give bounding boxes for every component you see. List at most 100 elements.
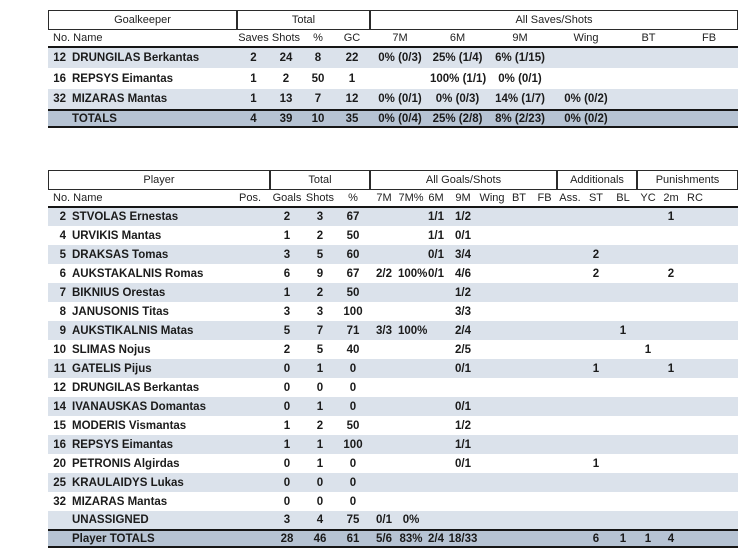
cell-name: Player TOTALS xyxy=(72,532,155,545)
col-header-wing: Wing xyxy=(478,190,506,208)
cell-bl xyxy=(609,511,637,530)
col-header-pct: % xyxy=(336,190,370,208)
cell-pos xyxy=(230,207,270,226)
cell-bt xyxy=(506,207,532,226)
cell-7m xyxy=(370,68,430,89)
cell-2m: 1 xyxy=(667,362,675,375)
table-row: 10 SLIMAS Nojus 2 5 40 2/5 1 xyxy=(48,340,738,359)
cell-bl xyxy=(609,435,637,454)
cell-ass xyxy=(557,359,583,378)
cell-goals: 3 xyxy=(283,514,291,526)
cell-rc xyxy=(683,264,707,283)
cell-bt xyxy=(506,530,532,547)
cell-filler xyxy=(707,359,738,378)
cell-wing xyxy=(478,435,506,454)
cell-6m xyxy=(424,378,448,397)
cell-no: 9 xyxy=(59,324,66,337)
cell-fb xyxy=(680,89,738,110)
cell-st xyxy=(583,492,609,511)
cell-wing xyxy=(555,47,617,68)
cell-7m xyxy=(370,473,398,492)
cell-goals: 0 xyxy=(283,457,291,470)
cell-rc xyxy=(683,340,707,359)
cell-2m xyxy=(659,245,683,264)
cell-7m xyxy=(370,492,398,511)
cell-7m-pct xyxy=(398,359,424,378)
cell-6m xyxy=(424,435,448,454)
cell-2m xyxy=(659,473,683,492)
cell-st xyxy=(583,302,609,321)
cell-fb xyxy=(532,226,557,245)
player-group-header-band: Player Total All Goals/Shots Additionals Pun… xyxy=(48,170,738,190)
cell-goals: 5 xyxy=(283,324,291,337)
cell-7m-pct xyxy=(398,340,424,359)
cell-9m: 3/4 xyxy=(455,248,471,261)
table-row: UNASSIGNED 3 4 75 0/1 0% xyxy=(48,511,738,530)
cell-name: REPSYS Eimantas xyxy=(72,438,173,451)
cell-st: 1 xyxy=(592,362,600,375)
cell-9m: 8% (2/23) xyxy=(495,112,545,125)
cell-st xyxy=(583,511,609,530)
cell-bt xyxy=(506,264,532,283)
col-header-rc: RC xyxy=(683,190,707,208)
cell-filler xyxy=(707,473,738,492)
cell-6m: 1/1 xyxy=(428,211,444,223)
cell-filler xyxy=(707,226,738,245)
cell-goals: 0 xyxy=(283,381,291,394)
cell-9m: 3/3 xyxy=(455,305,471,318)
cell-pos xyxy=(230,397,270,416)
cell-fb xyxy=(680,47,738,68)
cell-7m-pct: 100% xyxy=(398,267,428,280)
table-row: 32 MIZARAS Mantas 0 0 0 xyxy=(48,492,738,511)
cell-6m xyxy=(424,359,448,378)
cell-bt xyxy=(506,416,532,435)
cell-2m xyxy=(659,511,683,530)
cell-9m: 0/1 xyxy=(455,457,471,470)
cell-pct: 50 xyxy=(346,286,360,299)
cell-no: 32 xyxy=(53,93,66,105)
cell-bt xyxy=(506,321,532,340)
cell-6m: 2/4 xyxy=(428,532,444,545)
cell-goals: 0 xyxy=(283,476,291,489)
cell-pct: 40 xyxy=(346,343,360,356)
cell-shots: 3 xyxy=(316,211,324,223)
cell-shots: 1 xyxy=(316,438,324,451)
cell-6m: 0/1 xyxy=(428,248,444,261)
cell-st xyxy=(583,283,609,302)
group-header-total: Total xyxy=(270,170,370,190)
cell-fb xyxy=(532,302,557,321)
cell-7m-pct xyxy=(398,473,424,492)
cell-fb xyxy=(532,359,557,378)
cell-pos xyxy=(230,245,270,264)
cell-9m xyxy=(448,492,478,511)
cell-wing xyxy=(478,454,506,473)
cell-pct: 0 xyxy=(349,495,357,508)
cell-wing xyxy=(478,530,506,547)
cell-no: 16 xyxy=(53,72,66,85)
col-header-fb: FB xyxy=(680,30,738,48)
cell-name: SLIMAS Nojus xyxy=(72,343,151,356)
goalkeeper-table: No. Name Saves Shots% GC 7M 6M 9M Wing BT FB 12 DR… xyxy=(48,30,738,128)
cell-shots: 0 xyxy=(316,381,324,394)
cell-9m: 1/1 xyxy=(455,438,471,451)
cell-7m-pct xyxy=(398,397,424,416)
cell-goals: 2 xyxy=(283,211,291,223)
cell-bt xyxy=(506,511,532,530)
cell-ass xyxy=(557,264,583,283)
cell-bl xyxy=(609,378,637,397)
group-header-additionals: Additionals xyxy=(557,170,637,190)
cell-7m-pct xyxy=(398,454,424,473)
cell-st xyxy=(583,378,609,397)
cell-yc xyxy=(637,302,659,321)
col-header-shots: Shots xyxy=(304,190,336,208)
cell-pct: 50 xyxy=(311,72,325,85)
cell-name: AUKSTAKALNIS Romas xyxy=(72,267,204,280)
cell-name: GATELIS Pijus xyxy=(72,362,152,375)
cell-7m-pct xyxy=(398,283,424,302)
cell-wing xyxy=(478,511,506,530)
cell-pct: 7 xyxy=(314,93,322,105)
cell-no: 10 xyxy=(53,343,66,356)
cell-7m-pct: 0% xyxy=(402,514,420,526)
cell-7m-pct xyxy=(398,378,424,397)
cell-shots: 1 xyxy=(316,400,324,413)
